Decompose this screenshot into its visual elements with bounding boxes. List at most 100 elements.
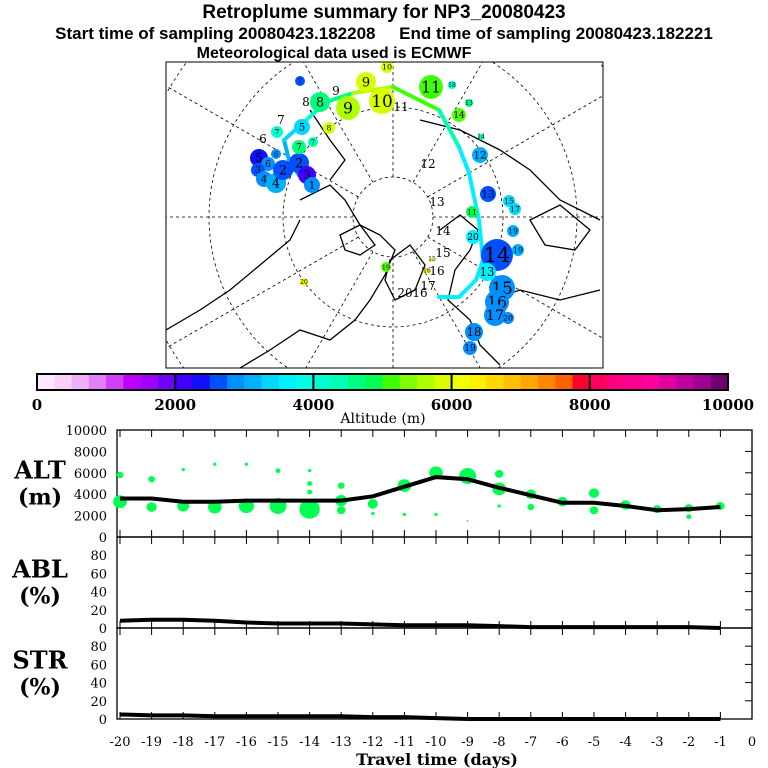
- cluster-marker: [419, 75, 443, 99]
- colorbar-tick-label: 10000: [702, 396, 754, 414]
- coastline: [529, 204, 591, 251]
- x-tick-label: -10: [426, 735, 447, 750]
- cluster-label: 15: [428, 256, 436, 263]
- colorbar-bin: [572, 374, 591, 390]
- cluster-label: 18: [467, 325, 482, 339]
- coastline: [239, 184, 396, 368]
- altitude-bubble: [116, 471, 124, 479]
- cluster-label: 5: [299, 122, 306, 134]
- latitude-circle: [352, 176, 434, 258]
- cluster-marker: [369, 88, 395, 114]
- y-tick-label: 10000: [66, 424, 107, 439]
- median-line: [120, 475, 721, 513]
- day-label: 17: [420, 279, 435, 293]
- panel-frame: [116, 536, 753, 629]
- x-tick-label: -13: [331, 735, 352, 750]
- x-tick-label: -8: [493, 735, 506, 750]
- cluster-label: 15: [504, 197, 514, 206]
- colorbar-bin: [624, 374, 643, 390]
- day-label: 20: [397, 286, 412, 300]
- colorbar-bin: [106, 374, 124, 390]
- altitude-bubble: [307, 469, 312, 473]
- cluster-label: 7: [296, 143, 302, 153]
- cluster-label: 20: [503, 314, 513, 323]
- colorbar-bin: [347, 374, 366, 390]
- cluster-marker: [308, 137, 318, 147]
- cluster-marker: [478, 263, 496, 281]
- cluster-marker: [430, 258, 434, 262]
- panel-abl: 0 20 40 60 80 ABL(%): [11, 536, 753, 637]
- cluster-label: 9: [362, 76, 370, 91]
- coastline: [339, 224, 376, 256]
- panel-str: 0 20 40 60 80 STR(%): [12, 627, 753, 728]
- x-tick-label: -2: [682, 735, 695, 750]
- y-tick-label: 60: [90, 658, 107, 673]
- altitude-bubble: [307, 481, 313, 486]
- cluster-marker: [424, 268, 430, 274]
- cluster-label: 5: [255, 151, 262, 165]
- y-tick-label: 40: [90, 586, 107, 601]
- coastline: [419, 119, 601, 221]
- y-tick-label: 80: [90, 640, 107, 655]
- cluster-label: 14: [477, 133, 485, 140]
- altitude-bubble: [275, 468, 281, 474]
- day-label: 14: [435, 224, 451, 238]
- meridian-line: [166, 236, 359, 349]
- cluster-label: 11: [421, 78, 441, 96]
- panel-frame: [116, 429, 753, 538]
- colorbar-tick-label: 8000: [569, 396, 611, 414]
- colorbar-bin: [589, 374, 608, 390]
- altitude-bubble: [686, 514, 692, 520]
- panel-alt: 0 2000 4000 6000 8000 10000 ALT(m): [13, 424, 753, 546]
- panel-ylabel-name: STR: [12, 646, 68, 675]
- panel-ylabel-unit: (m): [18, 485, 62, 511]
- altitude-bubble: [588, 488, 600, 498]
- cluster-marker: [381, 62, 393, 73]
- x-tick-label: -9: [461, 735, 474, 750]
- cluster-marker: [472, 147, 488, 163]
- x-tick-label: -12: [362, 735, 383, 750]
- cluster-label: 12: [473, 150, 486, 162]
- y-tick-label: 80: [90, 549, 107, 564]
- median-line: [119, 712, 721, 721]
- trajectory-segment: [351, 85, 395, 95]
- x-axis: -20 -19 -18 -17 -16 -15 -14 -13 -12 -11 -10 -9 -8 -7-…: [110, 735, 757, 768]
- cluster-label: 3: [255, 166, 261, 176]
- cluster-marker: [465, 99, 473, 107]
- y-tick-label: 2000: [74, 510, 107, 525]
- day-label: 9: [332, 84, 340, 98]
- cluster-marker: [310, 92, 330, 112]
- cluster-label: 3: [303, 168, 310, 182]
- colorbar-bin: [607, 374, 625, 390]
- cluster-label: 20: [467, 233, 479, 243]
- x-tick-label: -6: [556, 735, 569, 750]
- trajectory-segment: [324, 91, 355, 104]
- colorbar-tick-label: 6000: [431, 396, 473, 414]
- median-line: [119, 617, 721, 630]
- colorbar-bin: [503, 374, 522, 390]
- cluster-label: 13: [480, 265, 495, 279]
- coastline: [166, 219, 301, 331]
- cluster-marker: [452, 108, 466, 122]
- trajectory-segment: [437, 108, 461, 149]
- colorbar-bin: [71, 374, 90, 390]
- panel-ylabel-name: ALT: [13, 456, 66, 485]
- x-tick-label: -1: [714, 735, 727, 750]
- altitude-bubble: [371, 511, 375, 516]
- start-time: Start time of sampling 20080423.182208: [55, 24, 376, 43]
- altitude-bubble: [181, 467, 185, 472]
- colorbar-tick-label: 2000: [154, 396, 196, 414]
- colorbar-bin: [434, 374, 453, 390]
- colorbar-bin: [261, 374, 280, 390]
- colorbar-bin: [676, 374, 694, 390]
- y-tick-label: 40: [90, 677, 107, 692]
- day-label: 6: [259, 132, 267, 146]
- cluster-label: 19: [382, 263, 390, 271]
- colorbar-bin: [451, 374, 470, 390]
- cluster-label: 6: [265, 160, 271, 170]
- x-tick-label: -16: [236, 735, 257, 750]
- cluster-label: 4: [261, 174, 268, 186]
- colorbar-bin: [227, 374, 245, 390]
- cluster-marker: [478, 134, 484, 140]
